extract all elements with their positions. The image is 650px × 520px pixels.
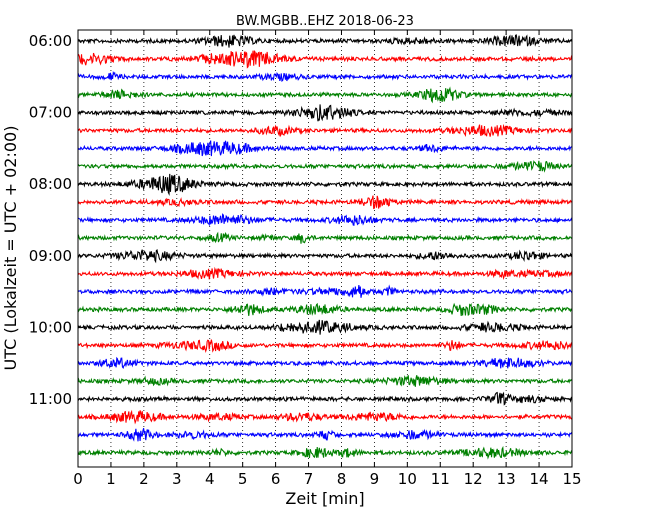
seismic-trace-0615 bbox=[77, 49, 573, 69]
x-tick-label: 10 bbox=[398, 470, 417, 488]
seismic-trace-0845 bbox=[77, 231, 573, 244]
seismic-trace-0645 bbox=[77, 86, 573, 104]
chart-title: BW.MGBB..EHZ 2018-06-23 bbox=[236, 14, 414, 29]
x-tick-label: 6 bbox=[271, 470, 281, 488]
seismic-trace-0730 bbox=[77, 140, 573, 157]
y-axis-label: UTC (Lokalzeit = UTC + 02:00) bbox=[1, 126, 20, 371]
y-tick-label: 07:00 bbox=[29, 104, 72, 122]
seismic-trace-0930 bbox=[77, 284, 573, 298]
x-axis-ticks: 0 1 2 3 4 5 6 7 8 9 10 11 12 13 14 15 bbox=[73, 30, 582, 488]
seismic-trace-1030 bbox=[77, 356, 573, 369]
y-tick-label: 06:00 bbox=[29, 32, 72, 50]
x-tick-label: 13 bbox=[497, 470, 516, 488]
seismic-trace-0945 bbox=[77, 302, 573, 317]
x-tick-label: 1 bbox=[106, 470, 116, 488]
seismic-trace-1145 bbox=[77, 445, 573, 460]
x-tick-label: 14 bbox=[530, 470, 549, 488]
seismic-trace-1115 bbox=[77, 409, 573, 425]
x-tick-label: 9 bbox=[370, 470, 380, 488]
y-tick-label: 10:00 bbox=[29, 318, 72, 336]
seismic-trace-0800 bbox=[77, 173, 573, 197]
seismic-traces bbox=[77, 34, 573, 460]
x-tick-label: 3 bbox=[172, 470, 182, 488]
x-tick-label: 0 bbox=[73, 470, 83, 488]
seismic-trace-0600 bbox=[77, 34, 573, 48]
seismic-trace-1130 bbox=[77, 427, 573, 442]
grid-lines bbox=[110, 30, 540, 467]
x-tick-label: 15 bbox=[562, 470, 581, 488]
seismic-trace-1015 bbox=[77, 339, 573, 353]
seismic-trace-0830 bbox=[77, 213, 573, 227]
x-tick-label: 8 bbox=[337, 470, 347, 488]
seismic-trace-0715 bbox=[77, 123, 573, 138]
y-tick-label: 11:00 bbox=[29, 390, 72, 408]
seismic-trace-1000 bbox=[77, 319, 573, 335]
seismic-trace-0745 bbox=[77, 160, 573, 173]
x-tick-label: 2 bbox=[139, 470, 149, 488]
x-tick-label: 12 bbox=[464, 470, 483, 488]
x-axis-label: Zeit [min] bbox=[285, 489, 364, 508]
y-tick-label: 08:00 bbox=[29, 175, 72, 193]
seismic-trace-0630 bbox=[77, 70, 573, 83]
seismic-trace-0815 bbox=[77, 195, 573, 210]
seismic-trace-1100 bbox=[77, 391, 573, 406]
seismic-trace-1045 bbox=[77, 375, 573, 387]
x-tick-label: 5 bbox=[238, 470, 248, 488]
plot-frame bbox=[77, 29, 573, 468]
seismic-trace-0915 bbox=[77, 266, 573, 281]
seismic-trace-0700 bbox=[77, 104, 573, 122]
seismic-trace-0900 bbox=[77, 249, 573, 264]
y-tick-label: 09:00 bbox=[29, 247, 72, 265]
y-axis-ticks: 06:00 07:00 08:00 09:00 10:00 11:00 bbox=[29, 32, 572, 408]
x-tick-label: 11 bbox=[431, 470, 450, 488]
x-tick-label: 4 bbox=[205, 470, 215, 488]
x-tick-label: 7 bbox=[304, 470, 314, 488]
